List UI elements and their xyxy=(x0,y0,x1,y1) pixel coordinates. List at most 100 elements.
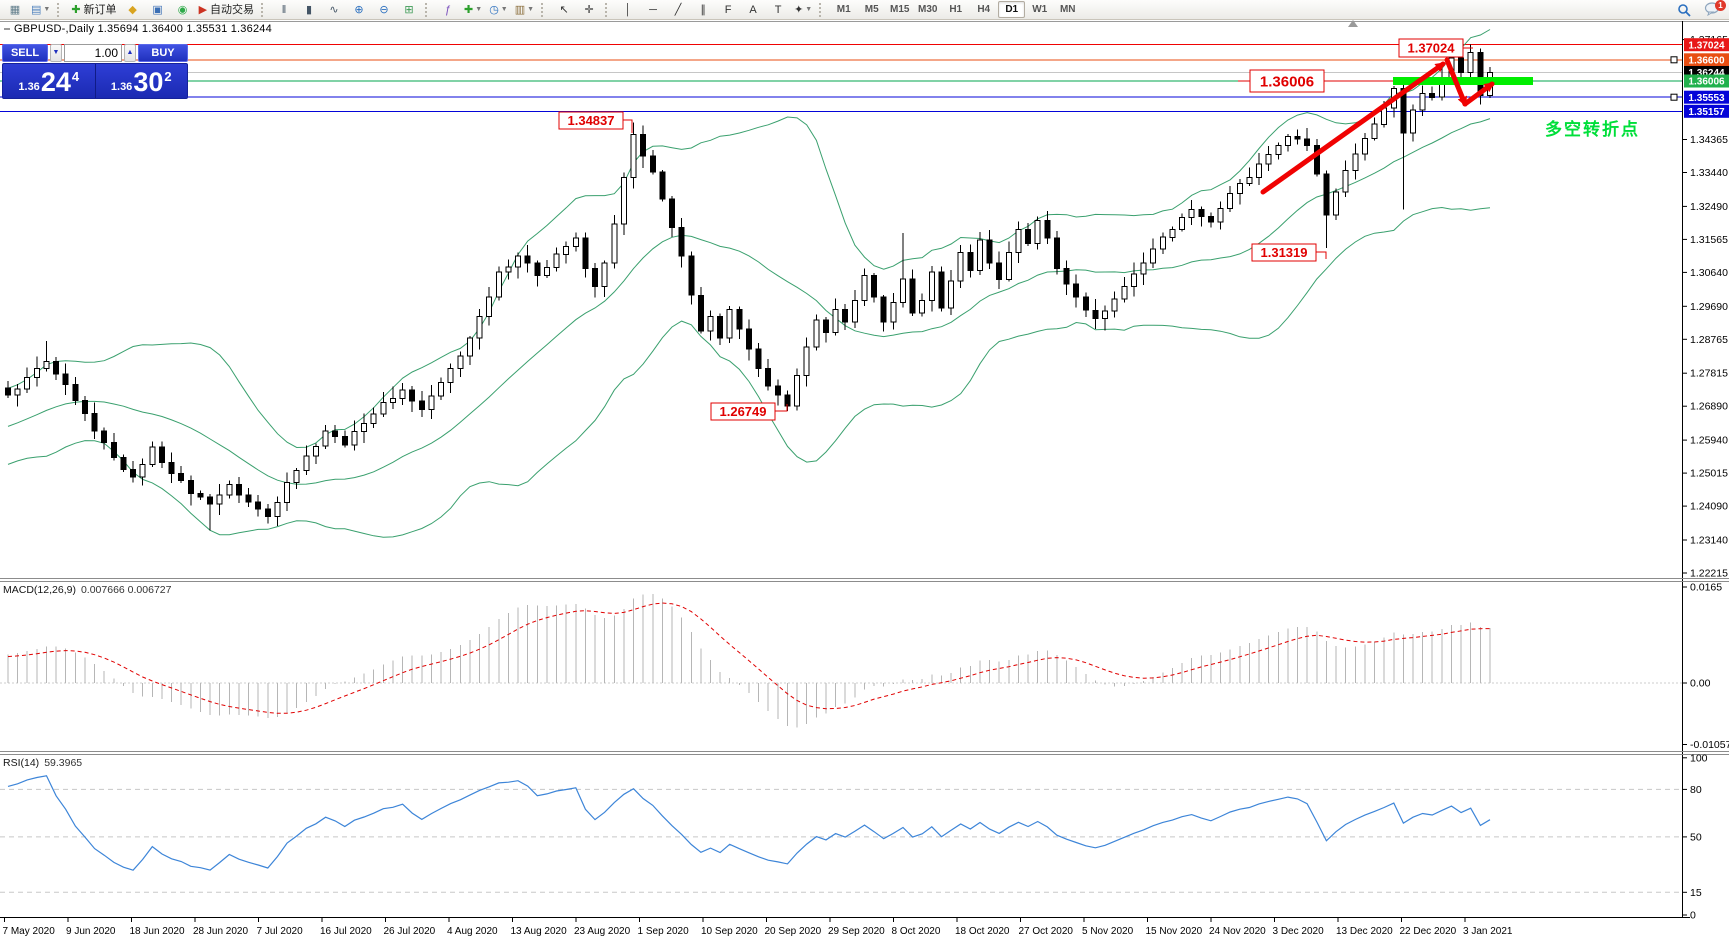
timeframe-button-m15[interactable]: M15 xyxy=(890,4,910,15)
history-center-icon[interactable]: ◆ xyxy=(121,1,145,19)
sell-price-display[interactable]: 1.36 24 4 xyxy=(3,64,96,98)
timeframe-button-mn[interactable]: MN xyxy=(1059,4,1076,15)
price-tag-text: 1.36600 xyxy=(1688,55,1725,66)
price-label-box-1.34837[interactable] xyxy=(558,111,624,130)
price-tick-label: 1.31565 xyxy=(1690,234,1728,246)
chart-shift-marker[interactable] xyxy=(1348,20,1358,27)
candle-body xyxy=(1342,169,1349,193)
date-label: 26 Jul 2020 xyxy=(384,926,436,937)
new-chart-button[interactable]: ▦ xyxy=(3,1,27,19)
price-tag-text: 1.35553 xyxy=(1688,93,1725,104)
candle-body xyxy=(216,494,223,505)
tile-windows-glyph-icon: ⊞ xyxy=(404,3,414,16)
buy-button[interactable]: BUY xyxy=(138,44,188,62)
label-button[interactable]: T xyxy=(766,1,790,19)
price-tick-label: 1.29690 xyxy=(1690,301,1728,313)
price-label-box-1.26749[interactable] xyxy=(710,402,776,421)
bar-chart-button[interactable]: ‖ xyxy=(272,1,296,19)
timeframe-button-w1[interactable]: W1 xyxy=(1032,4,1048,15)
candle-body xyxy=(1034,219,1041,245)
tile-windows-button[interactable]: ⊞ xyxy=(397,1,421,19)
timeframe-button-h4[interactable]: H4 xyxy=(977,4,991,15)
candle-body xyxy=(832,309,839,334)
candle-body xyxy=(284,482,291,503)
add-indicator-button[interactable]: ✚ ▼ xyxy=(461,1,485,19)
fibonacci-button[interactable]: F xyxy=(716,1,740,19)
zoom-out-button[interactable]: ⊖ xyxy=(372,1,396,19)
timeframe-button-m1[interactable]: M1 xyxy=(836,4,851,15)
chevron-down-icon: ▼ xyxy=(475,5,483,13)
trendline-button[interactable]: ╱ xyxy=(666,1,690,19)
horizontal-line-glyph-icon: ─ xyxy=(649,3,657,16)
price-label-box-1.37024[interactable] xyxy=(1398,38,1464,58)
text-button[interactable]: A xyxy=(741,1,765,19)
timeframe-button-m5[interactable]: M5 xyxy=(864,4,879,15)
templates-button[interactable]: ▥ ▼ xyxy=(512,1,537,19)
search-icon[interactable] xyxy=(1672,1,1696,19)
indicators-button[interactable]: ƒ xyxy=(436,1,460,19)
auto-trading-button[interactable]: ▶ 自动交易 xyxy=(196,1,257,19)
candle-body xyxy=(669,198,675,228)
price-label-box-1.36006[interactable] xyxy=(1249,69,1325,93)
candle-body xyxy=(1130,273,1137,287)
candle-body xyxy=(236,483,242,496)
price-label-box-1.31319[interactable] xyxy=(1251,243,1317,262)
candle-body xyxy=(1246,177,1253,184)
volume-decrease-button[interactable]: ▼ xyxy=(50,44,62,62)
timeframe-button-m30[interactable]: M30 xyxy=(918,4,938,15)
candle-body xyxy=(1294,136,1301,140)
trend-arrow-2[interactable] xyxy=(1444,57,1468,107)
signals-icon[interactable]: ◉ xyxy=(171,1,195,19)
new-order-glyph-icon: ✚ xyxy=(71,3,81,16)
crosshair-button[interactable]: ✛ xyxy=(577,1,601,19)
volume-increase-button[interactable]: ▲ xyxy=(124,44,136,62)
toolbar-separator xyxy=(425,2,431,17)
candle-body xyxy=(871,275,878,298)
market-watch-icon[interactable]: ▣ xyxy=(146,1,170,19)
candle-body xyxy=(1121,285,1128,300)
horizontal-line-button[interactable]: ─ xyxy=(641,1,665,19)
candle-body xyxy=(120,457,127,470)
candle-body xyxy=(370,413,377,425)
candlestick-chart-button[interactable]: ▮ xyxy=(297,1,321,19)
line-handle[interactable] xyxy=(1670,93,1678,101)
notifications-icon[interactable]: 1 xyxy=(1704,0,1726,18)
candle-body xyxy=(159,446,165,463)
candle-body xyxy=(851,300,858,323)
new-order-button[interactable]: ✚ 新订单 xyxy=(68,1,119,19)
profiles-button[interactable]: ▤ ▼ xyxy=(28,1,53,19)
trend-arrow-1[interactable] xyxy=(1260,61,1446,195)
periods-button[interactable]: ◷ ▼ xyxy=(486,1,511,19)
candle-body xyxy=(774,385,781,396)
volume-input[interactable] xyxy=(64,44,122,62)
chart-background[interactable] xyxy=(0,20,1729,943)
zoom-in-button[interactable]: ⊕ xyxy=(347,1,371,19)
vertical-line-button[interactable]: │ xyxy=(616,1,640,19)
thick-support-line[interactable] xyxy=(1393,77,1533,85)
line-chart-button[interactable]: ∿ xyxy=(322,1,346,19)
trend-arrow-3[interactable] xyxy=(1462,81,1495,107)
date-label: 4 Aug 2020 xyxy=(447,926,498,937)
price-tick-label: 1.23140 xyxy=(1690,535,1728,547)
candle-body xyxy=(524,255,531,264)
price-tag-1.36600 xyxy=(1684,53,1729,67)
date-label: 7 Jul 2020 xyxy=(257,926,304,937)
sell-button[interactable]: SELL xyxy=(2,44,48,62)
date-label: 22 Dec 2020 xyxy=(1400,926,1457,937)
timeframe-button-d1[interactable]: D1 xyxy=(998,1,1026,18)
price-tag-text: 1.36006 xyxy=(1688,77,1725,88)
arrows-button[interactable]: ✦ ▼ xyxy=(791,1,815,19)
annotation-text[interactable]: 多空转折点 xyxy=(1545,119,1640,139)
buy-price-display[interactable]: 1.36 30 2 xyxy=(110,67,172,97)
line-handle[interactable] xyxy=(1670,56,1678,64)
date-label: 5 Nov 2020 xyxy=(1082,926,1134,937)
cursor-button[interactable]: ↖ xyxy=(552,1,576,19)
text-glyph-icon: A xyxy=(749,3,757,16)
channel-button[interactable]: ∥ xyxy=(691,1,715,19)
candle-body xyxy=(1082,296,1089,311)
timeframe-button-h1[interactable]: H1 xyxy=(949,4,963,15)
candle-body xyxy=(697,294,704,332)
candle-body xyxy=(1044,219,1051,239)
